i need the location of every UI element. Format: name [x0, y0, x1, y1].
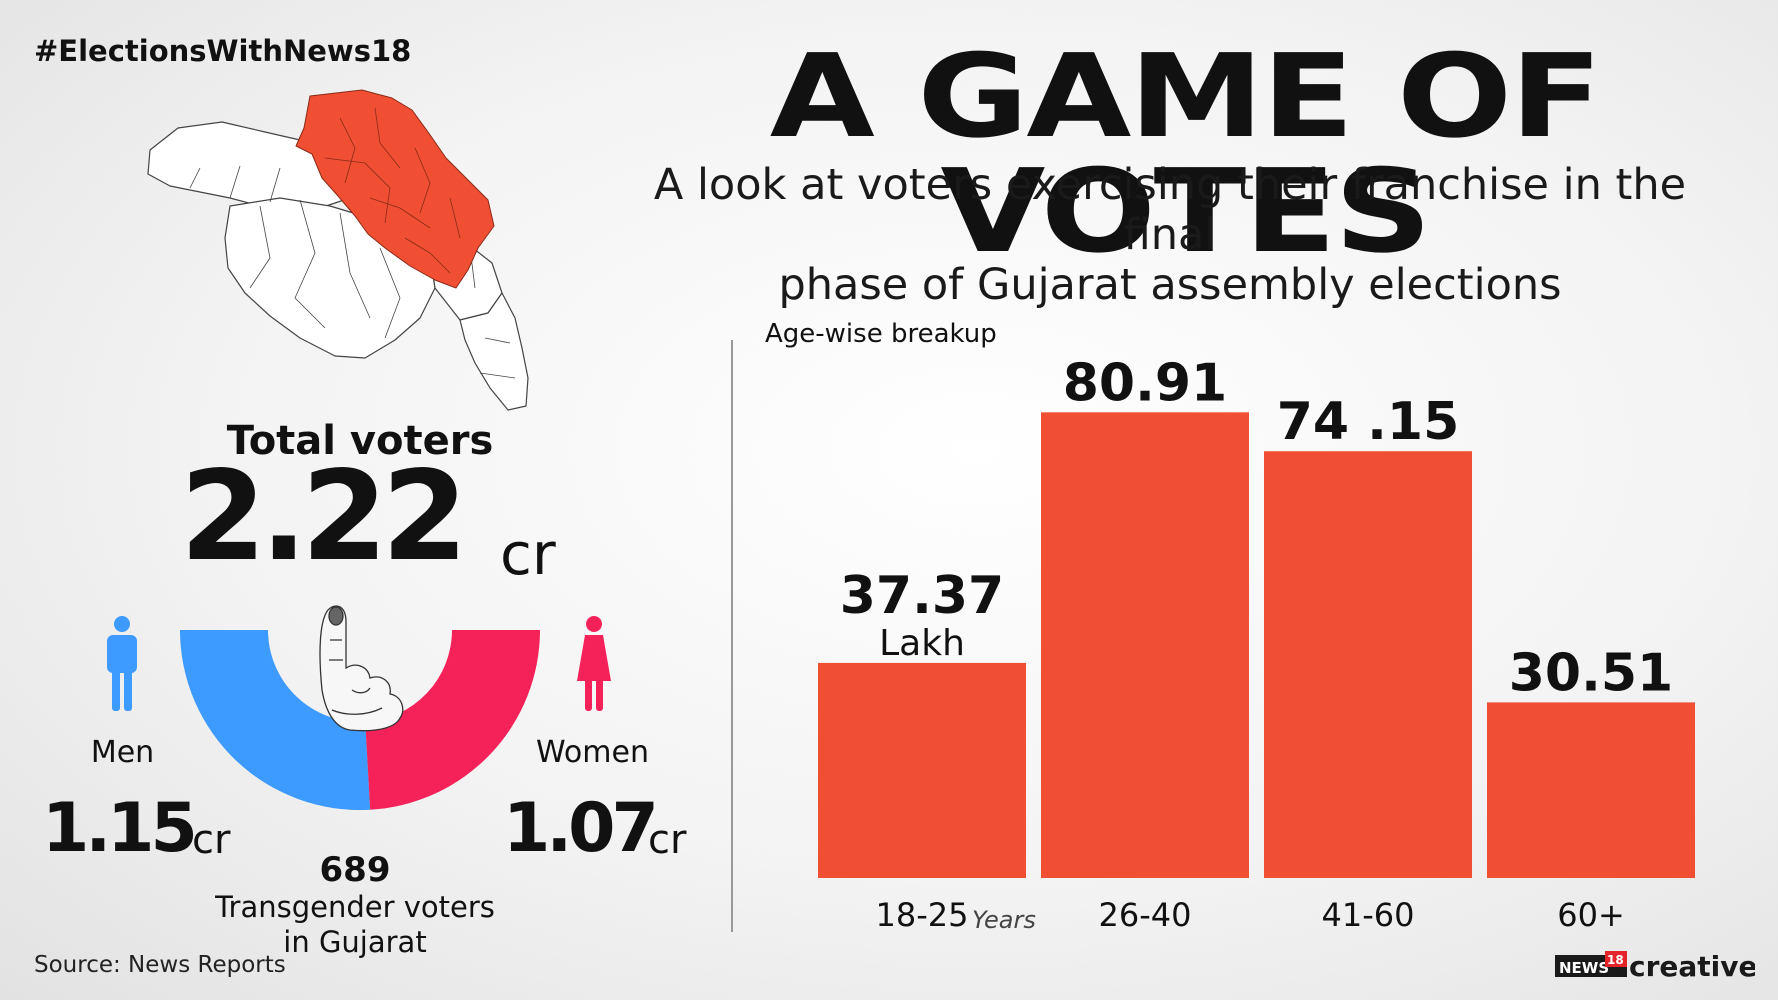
men-label: Men: [90, 735, 155, 770]
total-voters-unit: cr: [500, 520, 556, 588]
section-divider: [731, 340, 733, 932]
total-voters-value: 2.22: [180, 445, 468, 589]
men-voters-unit: cr: [192, 817, 231, 863]
transgender-voters-label: Transgender voters in Gujarat: [200, 890, 510, 960]
bar-41-60: [1264, 451, 1472, 878]
map-south-region: [459, 292, 529, 411]
x-tick-60+: 60+: [1557, 896, 1625, 934]
transgender-label-line-2: in Gujarat: [283, 925, 427, 959]
brand-creative: creative: [1629, 950, 1755, 983]
page-title: A GAME OF VOTES: [769, 30, 1603, 279]
woman-icon: [577, 616, 611, 711]
women-voters-unit: cr: [648, 817, 687, 863]
transgender-voters-count: 689: [319, 850, 391, 890]
brand-news: NEWS: [1559, 959, 1609, 977]
brand-18: 18: [1607, 953, 1624, 967]
chart-title: Age-wise breakup: [765, 319, 997, 349]
hashtag: #ElectionsWithNews18: [34, 34, 412, 68]
total-voters-label: Total voters: [226, 418, 494, 464]
bar-26-40: [1041, 412, 1249, 878]
news18-creative-logo: NEWS 18 creative: [1555, 950, 1755, 983]
x-tick-26-40: 26-40: [1099, 896, 1192, 934]
value-label-26-40: 80.91: [1063, 353, 1227, 413]
subtitle-line-1: A look at voters exercising their franch…: [653, 160, 1687, 260]
gujarat-map: [147, 89, 529, 411]
subtitle-line-2: phase of Gujarat assembly elections: [778, 260, 1562, 310]
source-note: Source: News Reports: [34, 952, 286, 978]
men-share-arc: [180, 630, 371, 810]
value-label-18-25: 37.37: [840, 566, 1004, 626]
x-axis-unit: Years: [972, 906, 1036, 934]
gender-donut-chart: [180, 605, 540, 810]
x-tick-18-25: 18-25: [876, 896, 969, 934]
x-tick-41-60: 41-60: [1322, 896, 1415, 934]
man-icon: [107, 616, 137, 711]
map-north-gujarat-region: [295, 89, 495, 289]
women-voters-value: 1.07: [503, 789, 659, 868]
women-label: Women: [536, 735, 649, 770]
voting-finger-icon: [319, 605, 404, 732]
subtitle: A look at voters exercising their franch…: [620, 160, 1720, 310]
value-label-60+: 30.51: [1509, 643, 1673, 703]
value-unit-label: Lakh: [879, 623, 965, 664]
women-share-arc: [365, 630, 540, 810]
bar-60+: [1487, 702, 1695, 878]
men-voters-value: 1.15: [42, 789, 198, 868]
bar-18-25: [818, 662, 1026, 878]
map-highlight: [295, 89, 495, 289]
value-label-41-60: 74 .15: [1277, 392, 1460, 452]
transgender-label-line-1: Transgender voters: [215, 890, 495, 924]
